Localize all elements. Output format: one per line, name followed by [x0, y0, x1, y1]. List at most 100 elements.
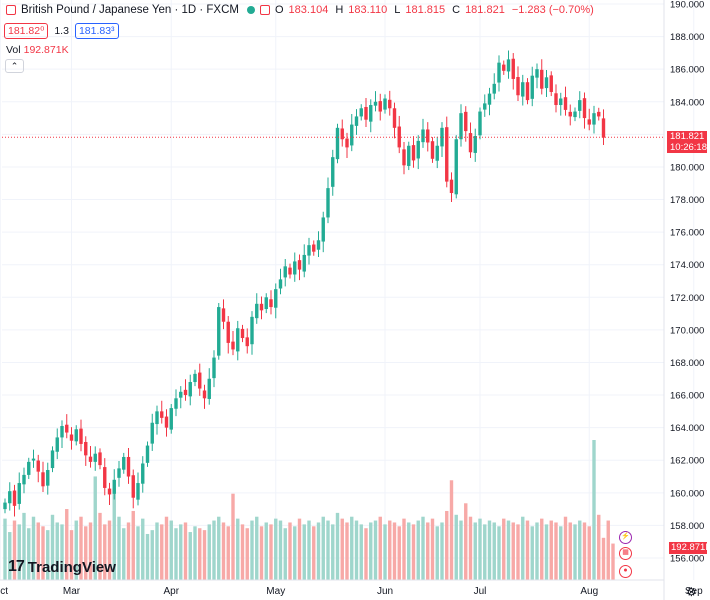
- candle: [430, 137, 435, 163]
- volume-bar: [416, 520, 420, 580]
- price-tick-label: 178.000: [670, 195, 704, 206]
- volume-bar: [554, 522, 558, 580]
- candle: [506, 50, 511, 79]
- volume-bar: [578, 520, 582, 580]
- candle: [264, 293, 268, 314]
- volume-label: Vol: [6, 44, 21, 56]
- volume-bar: [226, 526, 230, 580]
- candle: [41, 461, 45, 493]
- volume-bar: [373, 520, 378, 580]
- change-value: −1.283 (−0.70%): [511, 4, 594, 16]
- volume-bar: [312, 526, 316, 580]
- volume-bar: [435, 526, 439, 580]
- high-value: 183.110: [348, 4, 388, 16]
- price-tick-label: 188.000: [670, 32, 704, 43]
- candle: [46, 462, 50, 495]
- volume-bar: [535, 522, 539, 580]
- candle: [364, 98, 368, 128]
- volume-bar: [65, 509, 69, 580]
- volume-bar: [364, 528, 368, 580]
- candle: [231, 331, 235, 356]
- price-tick-label: 168.000: [670, 358, 704, 369]
- candle: [126, 448, 131, 484]
- volume-bar: [3, 518, 7, 580]
- candle: [8, 482, 12, 511]
- volume-bar: [392, 522, 397, 580]
- volume-bar: [183, 522, 188, 580]
- alert-icon[interactable]: [259, 5, 270, 15]
- volume-bar: [46, 530, 50, 580]
- volume-bar: [563, 516, 568, 580]
- volume-bar: [112, 487, 116, 580]
- candle: [207, 368, 211, 405]
- volume-bar: [12, 520, 17, 580]
- volume-bar: [236, 518, 240, 580]
- volume-bar: [179, 524, 183, 580]
- calendar-event-icon[interactable]: ▦: [619, 547, 632, 560]
- sell-button[interactable]: 181.82⁰: [4, 23, 49, 39]
- dividend-event-icon[interactable]: ●: [619, 565, 632, 578]
- volume-bar: [606, 520, 610, 580]
- tradingview-logo[interactable]: 17 TradingView: [8, 558, 116, 576]
- volume-bar: [217, 516, 221, 580]
- price-tick-label: 164.000: [670, 423, 704, 434]
- candle: [331, 149, 335, 196]
- volume-bar: [592, 440, 596, 580]
- price-tick-label: 186.000: [670, 65, 704, 76]
- price-tick-label: 162.000: [670, 456, 704, 467]
- candle: [141, 456, 145, 493]
- candle: [597, 107, 601, 121]
- candle: [307, 237, 311, 265]
- volume-bar: [559, 526, 563, 580]
- volume-bar: [540, 518, 544, 580]
- gear-icon[interactable]: ⚙: [686, 585, 697, 599]
- candle: [449, 172, 454, 202]
- candle: [335, 123, 340, 164]
- low-value: 181.815: [405, 4, 446, 16]
- candle: [340, 119, 344, 147]
- candle: [544, 69, 549, 98]
- volume-bar: [31, 516, 36, 580]
- chevron-up-icon[interactable]: ⌃: [5, 59, 24, 73]
- candle: [65, 414, 69, 439]
- candle: [112, 469, 116, 500]
- volume-bar: [316, 522, 321, 580]
- candle: [516, 66, 520, 101]
- candle: [407, 141, 411, 171]
- buy-button[interactable]: 181.83³: [74, 23, 119, 39]
- candle: [212, 350, 216, 388]
- candle: [79, 419, 83, 452]
- candle: [36, 454, 40, 483]
- candle: [373, 91, 378, 112]
- lightning-icon[interactable]: ⚡: [619, 531, 632, 544]
- candle: [426, 122, 430, 152]
- volume-bar: [611, 543, 615, 580]
- volume-bar: [331, 524, 335, 580]
- volume-bar: [131, 510, 135, 580]
- candle: [117, 461, 121, 487]
- volume-bar: [454, 514, 458, 580]
- spread-value: 1.3: [54, 25, 69, 37]
- volume-bar: [79, 516, 83, 580]
- candle: [497, 55, 501, 92]
- candle: [217, 302, 221, 360]
- volume-bar: [274, 518, 278, 580]
- volume-bar: [445, 510, 449, 580]
- volume-bar: [573, 524, 577, 580]
- volume-bar: [459, 520, 463, 580]
- volume-bar: [321, 516, 325, 580]
- volume-bar: [335, 512, 340, 580]
- volume-bar: [426, 522, 430, 580]
- candle: [74, 425, 78, 446]
- candle: [421, 118, 425, 148]
- candle: [345, 132, 349, 158]
- volume-bar: [188, 532, 192, 580]
- candle: [601, 109, 606, 145]
- volume-bar: [36, 522, 40, 580]
- symbol-title[interactable]: British Pound / Japanese Yen · 1D · FXCM: [21, 4, 239, 16]
- volume-bar: [259, 526, 264, 580]
- close-label: C: [452, 4, 461, 16]
- volume-bar: [568, 522, 572, 580]
- candle: [459, 104, 463, 147]
